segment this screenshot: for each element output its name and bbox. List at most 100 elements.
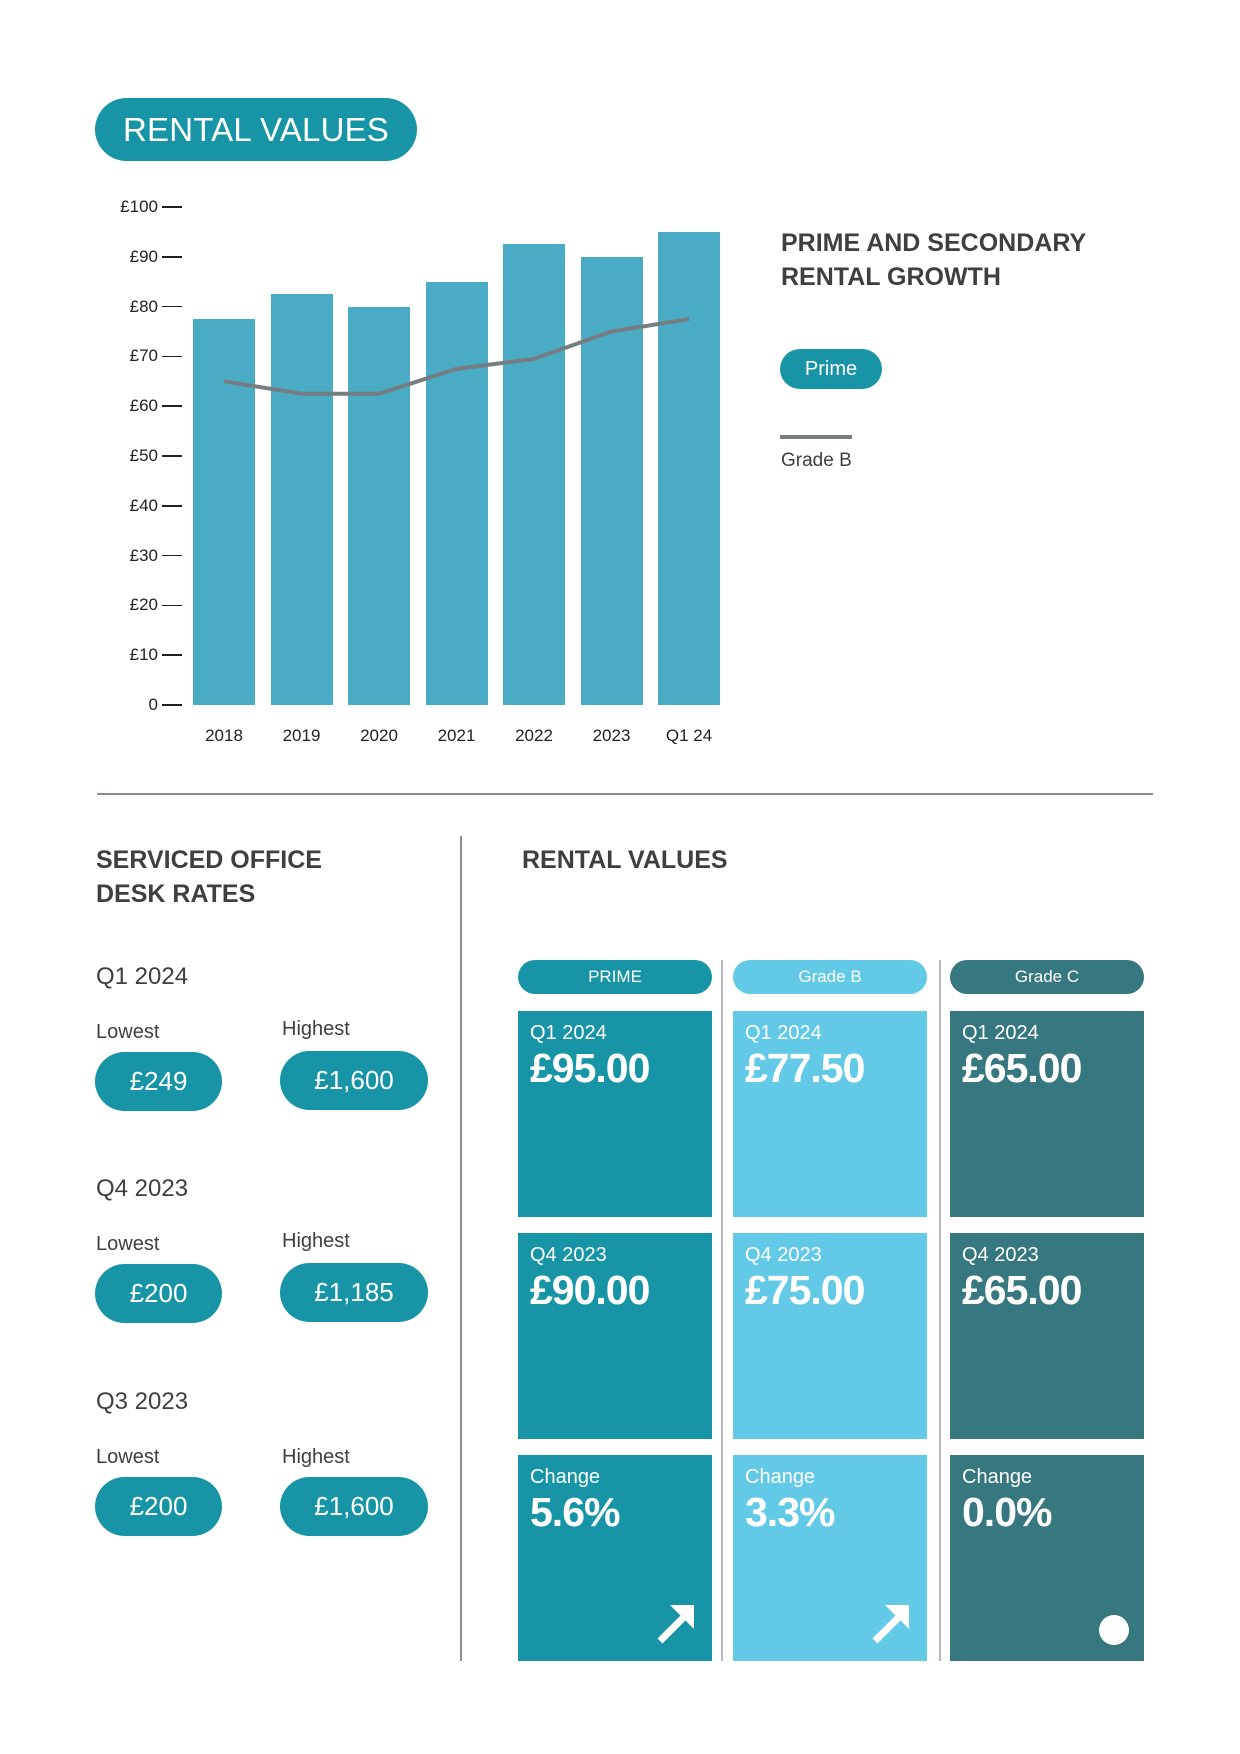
y-tick-mark (162, 704, 182, 706)
x-tick-label: Q1 24 (665, 726, 713, 745)
bar (348, 306, 410, 705)
card-period: Q4 2023 (530, 1244, 607, 1266)
arrow-up-right-icon (872, 1605, 909, 1644)
y-tick-label: £100 (120, 197, 158, 216)
card-period: Q4 2023 (962, 1244, 1039, 1266)
y-tick-label: £90 (129, 246, 158, 266)
rental-values-title: RENTAL VALUES (522, 846, 728, 874)
highest-rate-pill: £1,600 (280, 1051, 428, 1110)
lowest-label: Lowest (96, 1446, 160, 1468)
card-value: £65.00 (962, 1267, 1082, 1313)
card-change: Change 3.3% (733, 1455, 927, 1661)
card-value: £77.50 (745, 1045, 865, 1091)
card-q1-2024: Q1 2024 £95.00 (518, 1011, 712, 1217)
y-tick-mark (162, 455, 182, 457)
highest-label: Highest (282, 1230, 350, 1252)
y-tick-label: £70 (129, 346, 158, 366)
highest-rate-pill: £1,600 (280, 1477, 428, 1536)
x-tick-label: 2023 (592, 726, 631, 745)
card-change-label: Change (962, 1466, 1033, 1488)
section-title-pill: RENTAL VALUES (95, 98, 417, 161)
y-tick-mark (162, 405, 182, 407)
desk-rates-title-line1: SERVICED OFFICE (96, 846, 322, 874)
column-divider (460, 836, 462, 1661)
y-tick-label: 0 (148, 695, 158, 714)
y-tick: £10 (100, 645, 182, 665)
y-tick: £20 (100, 595, 182, 615)
neutral-dot-icon (1099, 1615, 1129, 1645)
x-tick-label: 2022 (515, 726, 553, 745)
card-q4-2023: Q4 2023 £90.00 (518, 1233, 712, 1439)
y-tick: £70 (100, 346, 182, 366)
period-label: Q3 2023 (96, 1388, 189, 1415)
y-tick-mark (162, 355, 182, 358)
y-tick-mark (162, 206, 182, 208)
lowest-label: Lowest (96, 1021, 160, 1043)
card-value: £65.00 (962, 1045, 1082, 1091)
card-period: Q1 2024 (745, 1022, 822, 1044)
y-tick-mark (162, 305, 182, 308)
card-q1-2024: Q1 2024 £65.00 (950, 1011, 1144, 1217)
card-change: Change 5.6% (518, 1455, 712, 1661)
lowest-rate-pill: £200 (95, 1477, 222, 1536)
y-tick: £30 (100, 546, 182, 566)
card-change-label: Change (745, 1466, 816, 1488)
bar (425, 281, 488, 705)
arrow-up-right-icon (657, 1605, 694, 1644)
column-header-prime: PRIME (518, 960, 712, 994)
lowest-rate-pill: £200 (95, 1264, 222, 1323)
period-label: Q4 2023 (96, 1175, 189, 1202)
card-period: Q1 2024 (530, 1022, 607, 1044)
highest-label: Highest (282, 1018, 350, 1040)
y-tick-label: £30 (129, 545, 158, 565)
y-tick-mark (162, 604, 182, 607)
chart-title-line1: PRIME AND SECONDARY (781, 229, 1087, 257)
y-tick: £80 (100, 297, 182, 317)
column-header-grade-b: Grade B (733, 960, 927, 994)
x-tick-label: 2020 (360, 726, 398, 745)
card-period: Q1 2024 (962, 1022, 1039, 1044)
y-tick-label: £60 (129, 396, 158, 416)
period-label: Q1 2024 (96, 963, 189, 990)
card-q4-2023: Q4 2023 £65.00 (950, 1233, 1144, 1439)
x-tick-label: 2018 (205, 726, 243, 745)
highest-label: Highest (282, 1446, 350, 1468)
y-tick: £90 (100, 247, 182, 267)
lowest-rate-pill: £249 (95, 1052, 222, 1111)
y-tick: £50 (100, 446, 182, 466)
x-tick-label: 2019 (282, 726, 321, 745)
desk-rates-title-line2: DESK RATES (96, 880, 256, 908)
bar (503, 244, 565, 705)
y-tick: 0 (100, 695, 182, 715)
card-value: £90.00 (530, 1267, 650, 1313)
card-q1-2024: Q1 2024 £77.50 (733, 1011, 927, 1217)
y-tick-label: £40 (129, 495, 158, 515)
card-change-value: 0.0% (962, 1489, 1052, 1535)
bar (270, 294, 333, 705)
y-tick-mark (162, 505, 182, 507)
section-divider (97, 793, 1153, 795)
desk-rates-title: SERVICED OFFICE DESK RATES (96, 843, 322, 911)
y-tick-label: £10 (129, 645, 158, 665)
y-tick-mark (162, 654, 182, 656)
legend-grade-b: Grade B (781, 450, 852, 471)
x-tick-label: 2021 (437, 726, 476, 745)
chart-title-line2: RENTAL GROWTH (781, 263, 1001, 291)
card-change: Change 0.0% (950, 1455, 1144, 1661)
legend-grade-b-line-icon (780, 435, 852, 439)
y-tick-label: £50 (129, 446, 158, 465)
y-tick-mark (162, 554, 182, 557)
lowest-label: Lowest (96, 1233, 160, 1255)
card-change-value: 5.6% (530, 1489, 620, 1535)
y-tick-label: £80 (129, 296, 158, 316)
card-change-value: 3.3% (745, 1489, 835, 1535)
column-separator (939, 960, 941, 1661)
y-tick: £40 (100, 496, 182, 516)
y-tick: £60 (100, 396, 182, 416)
card-change-label: Change (530, 1466, 601, 1488)
card-value: £75.00 (745, 1267, 865, 1313)
line-series-grade-b (223, 317, 690, 396)
y-tick-label: £20 (129, 595, 158, 615)
highest-rate-pill: £1,185 (280, 1263, 428, 1322)
chart-title: PRIME AND SECONDARY RENTAL GROWTH (781, 226, 1086, 294)
